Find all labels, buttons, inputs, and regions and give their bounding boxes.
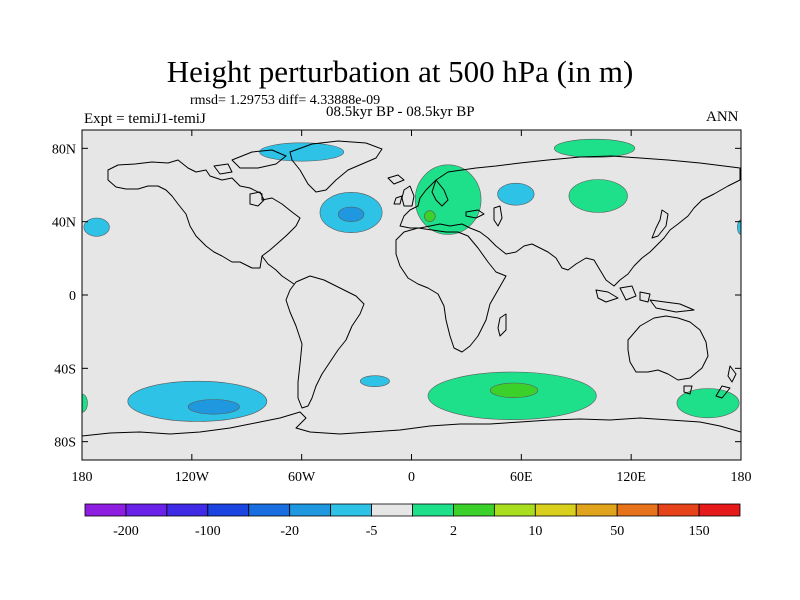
period-label: 08.5kyr BP - 08.5kyr BP	[326, 104, 475, 120]
colorbar-box-5	[289, 503, 332, 517]
coast-australia	[627, 315, 709, 381]
colorbar-label-5: 10	[528, 524, 542, 539]
coast-japan	[651, 209, 669, 239]
lat-tick-label-3: 40S	[54, 362, 76, 377]
lon-tick-label-3: 0	[408, 470, 415, 485]
coast-greenland	[289, 140, 383, 193]
anomaly-europe-high-core	[424, 210, 436, 222]
anomaly-east-asia-high	[568, 179, 628, 213]
experiment-label: Expt = temiJ1-temiJ	[84, 111, 206, 127]
colorbar-box-10	[493, 503, 536, 517]
anomaly-central-asia-low	[497, 182, 535, 206]
colorbar-label-7: 150	[689, 524, 710, 539]
colorbar-box-6	[330, 503, 372, 517]
coastlines	[82, 140, 741, 437]
coast-iceland	[387, 174, 405, 185]
chart-title: Height perturbation at 500 hPa (in m)	[166, 54, 634, 89]
anomaly-far-west-south-high	[82, 393, 88, 413]
coast-tasmania	[683, 385, 693, 395]
coast-central-america	[261, 255, 295, 285]
anomaly-arctic-siberia-high	[553, 138, 636, 158]
colorbar-box-3	[207, 503, 250, 517]
colorbar-box-9	[453, 503, 495, 517]
coast-antarctica	[82, 411, 741, 437]
lon-tick-label-6: 180	[731, 470, 752, 485]
coast-indonesia	[595, 285, 695, 313]
coast-south-america	[285, 275, 365, 409]
lon-tick-label-4: 60E	[510, 470, 533, 485]
lon-tick-label-0: 180	[72, 470, 93, 485]
colorbar-label-4: 2	[450, 524, 457, 539]
lat-tick-label-0: 80N	[52, 142, 76, 157]
lat-tick-label-1: 40N	[52, 216, 76, 231]
colorbar-box-8	[412, 503, 454, 517]
coast-uk	[393, 185, 415, 207]
stats-label: rmsd= 1.29753 diff= 4.33888e-09	[190, 93, 381, 108]
colorbar-box-2	[166, 503, 209, 517]
colorbar: -200 -100 -20 -5 2 10 50 150	[84, 503, 741, 539]
coast-caspian	[493, 205, 503, 227]
anomaly-greenland-low	[259, 142, 345, 162]
coast-madagascar	[497, 313, 507, 337]
anomaly-layer	[82, 138, 741, 422]
lat-tick-label-2: 0	[69, 289, 76, 304]
coast-new-zealand	[715, 365, 737, 399]
colorbar-box-4	[248, 503, 291, 517]
anomaly-north-atlantic-low-core	[337, 206, 365, 222]
colorbar-box-12	[575, 503, 618, 517]
anomaly-southern-ocean-high-core	[489, 382, 539, 398]
colorbar-box-14	[657, 503, 700, 517]
lat-tick-label-4: 80S	[54, 436, 76, 451]
colorbar-box-13	[616, 503, 659, 517]
coast-black-sea	[465, 209, 485, 219]
colorbar-label-2: -20	[280, 524, 299, 539]
colorbar-box-0	[84, 503, 127, 517]
colorbar-label-3: -5	[366, 524, 378, 539]
colorbar-box-15	[698, 503, 741, 517]
colorbar-box-1	[125, 503, 168, 517]
anomaly-south-pacific-low-core	[187, 399, 240, 415]
map-axes: 180 120W 60W 0 60E 120E 180 80N 40N 0 40S 80S	[52, 130, 752, 485]
lon-tick-label-5: 120E	[616, 470, 646, 485]
coast-africa	[395, 227, 507, 353]
colorbar-box-7	[371, 503, 413, 517]
colorbar-box-11	[534, 503, 577, 517]
colorbar-label-0: -200	[113, 524, 139, 539]
season-label: ANN	[706, 109, 739, 125]
colorbar-label-6: 50	[610, 524, 624, 539]
coast-eurasia	[399, 155, 741, 287]
lon-tick-label-2: 60W	[288, 470, 316, 485]
coast-hudson-bay	[249, 191, 265, 207]
coast-north-america	[107, 159, 301, 269]
coast-arctic-islands	[213, 149, 287, 175]
coast-scandinavia	[431, 179, 449, 207]
anomaly-north-pacific-west-low	[83, 217, 110, 237]
anomaly-south-atlantic-low	[359, 375, 390, 387]
colorbar-label-1: -100	[195, 524, 221, 539]
lon-tick-label-1: 120W	[175, 470, 210, 485]
